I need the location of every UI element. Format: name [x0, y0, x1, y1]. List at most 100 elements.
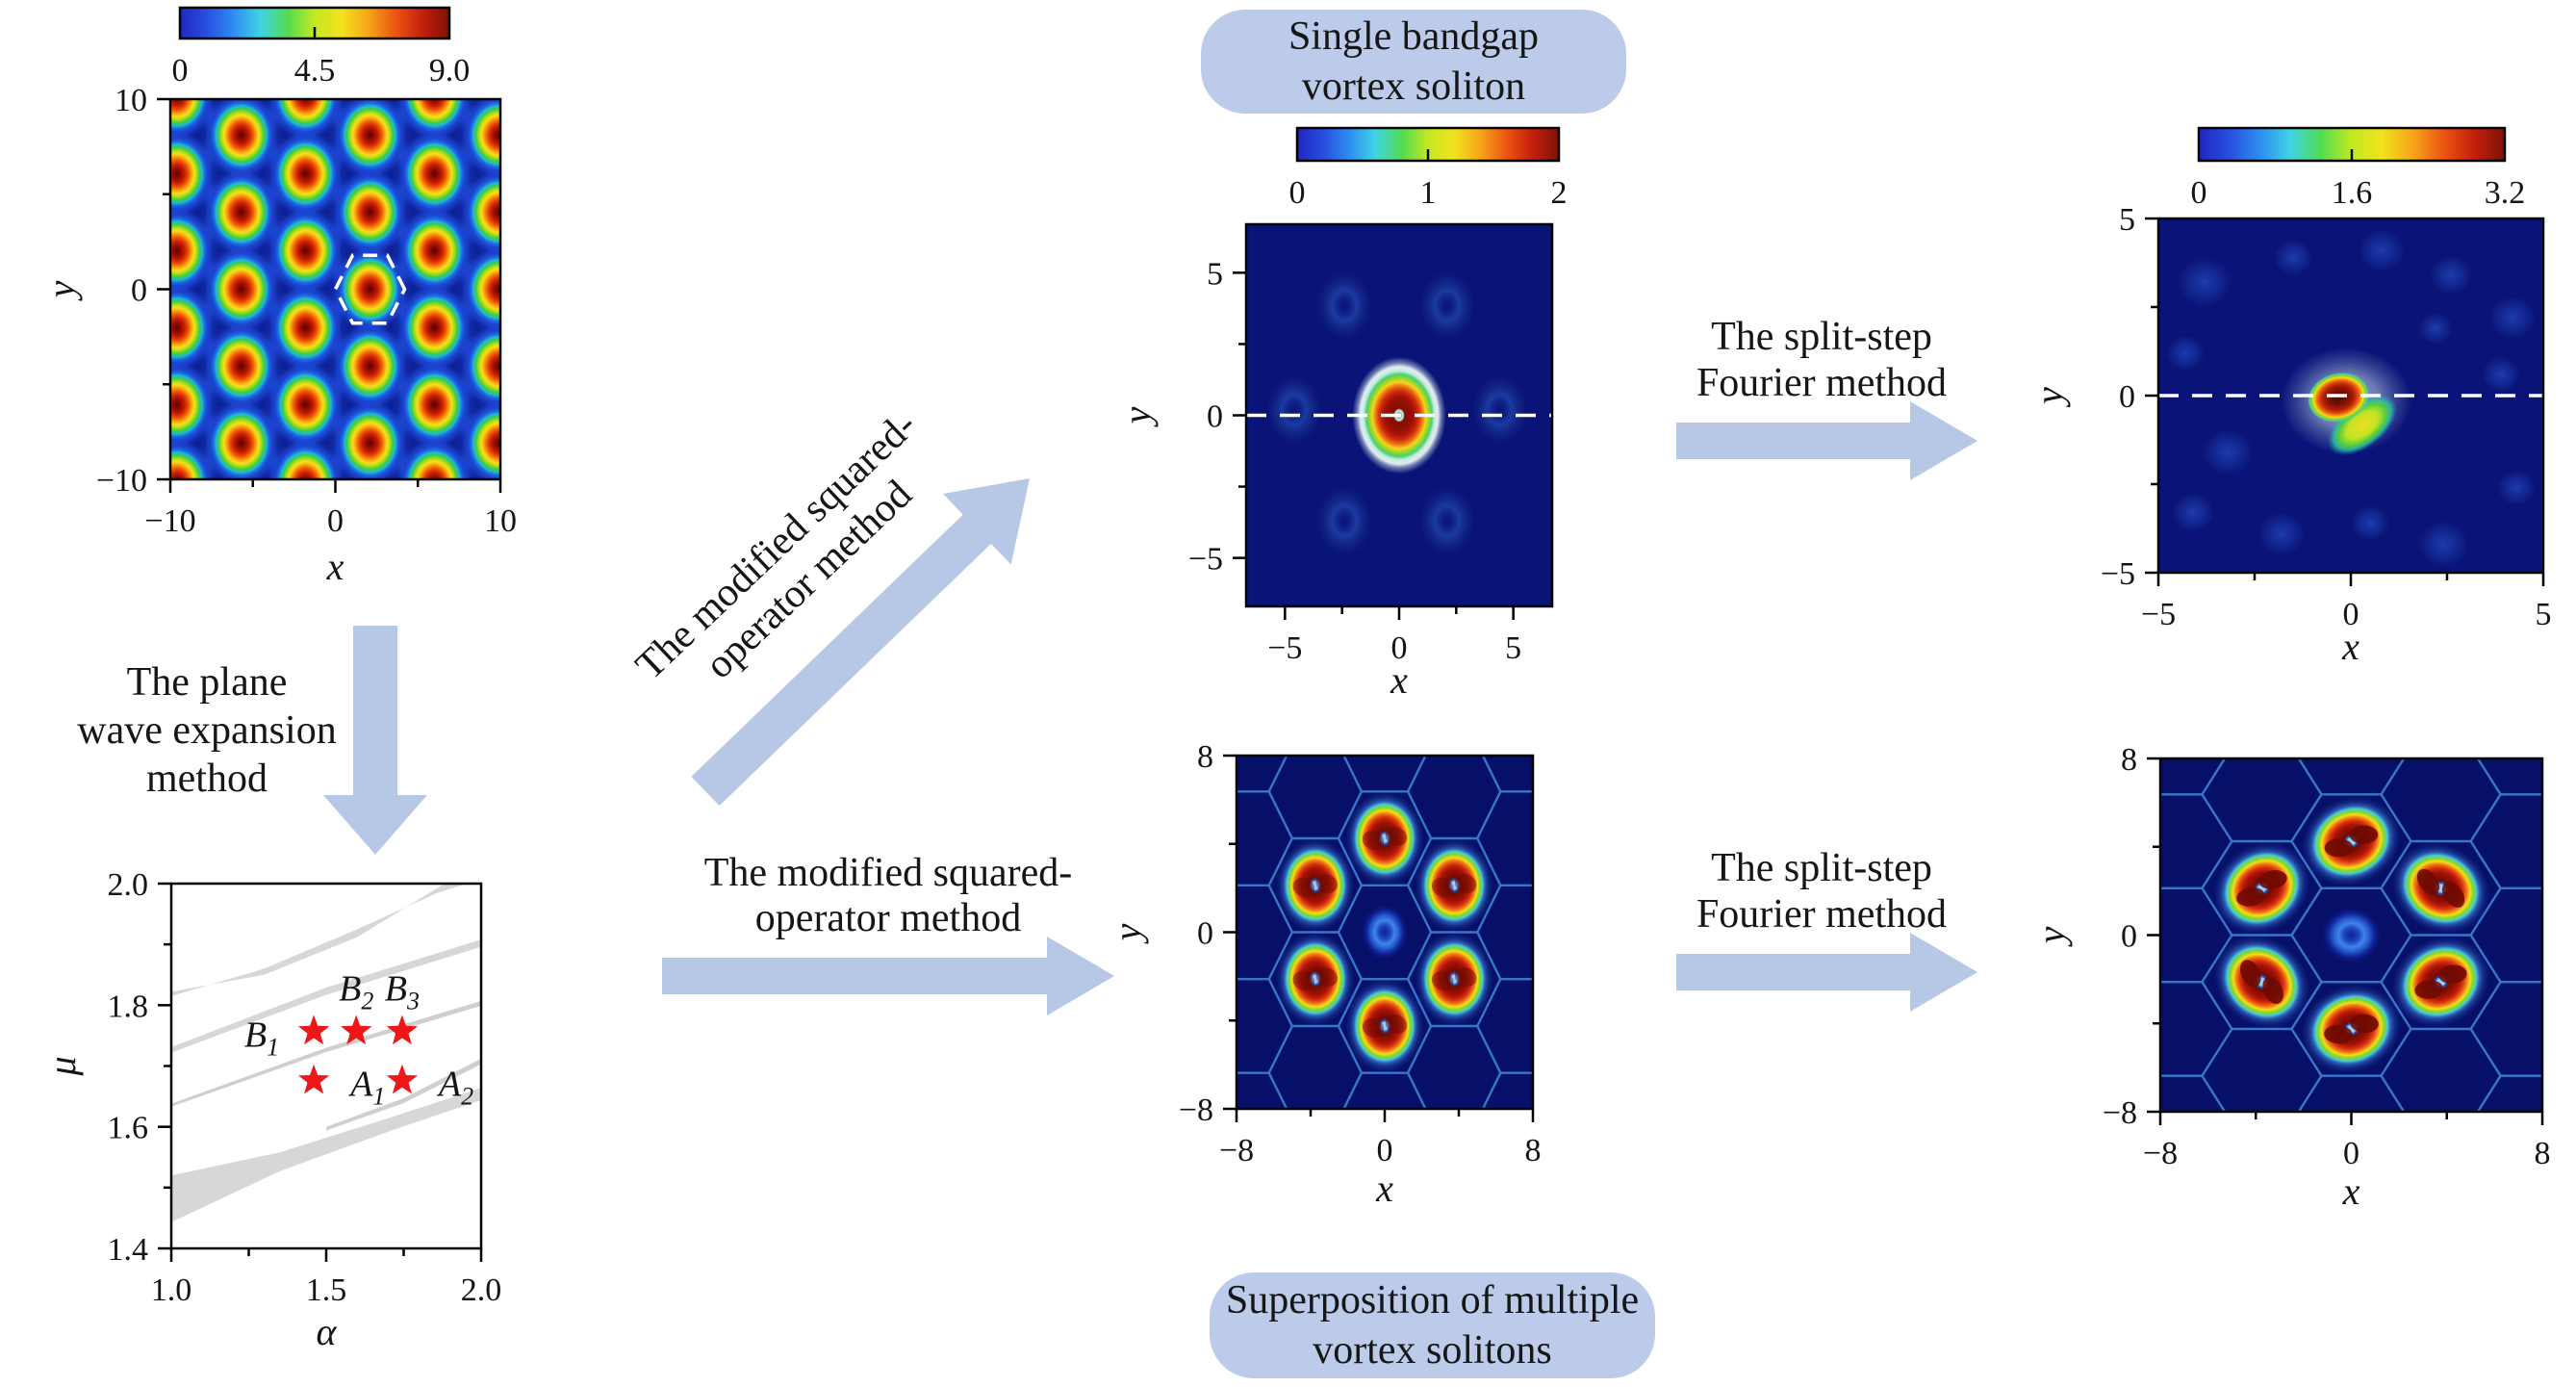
- label-line: The split-step: [1711, 315, 1932, 359]
- svg-text:0: 0: [172, 53, 189, 89]
- plane-wave-method-label: The plane wave expansion method: [63, 658, 351, 803]
- svg-text:1: 1: [1420, 175, 1437, 211]
- svg-text:−10: −10: [144, 503, 195, 539]
- central-faint-donut: [1356, 897, 1414, 967]
- bloch-band: [171, 1088, 481, 1222]
- svg-text:0: 0: [2191, 175, 2207, 211]
- label-line: Fourier method: [1696, 361, 1948, 405]
- svg-text:−8: −8: [2143, 1136, 2178, 1171]
- svg-text:y: y: [1106, 923, 1149, 944]
- label-line: wave expansion: [77, 708, 337, 753]
- svg-text:x: x: [1390, 658, 1408, 702]
- vortex-ring: [1415, 932, 1493, 1026]
- vortex-ring: [2214, 936, 2309, 1029]
- star-label-A1: A1: [347, 1065, 385, 1111]
- svg-text:5: 5: [1505, 630, 1521, 666]
- svg-text:0: 0: [1197, 916, 1213, 952]
- single-soliton-colorbar: 0 1 2: [1289, 126, 1568, 211]
- propagated-soliton-axes: −5 0 5 5 0 −5 x y: [2028, 202, 2552, 668]
- svg-text:−8: −8: [1179, 1092, 1213, 1128]
- svg-text:5: 5: [2536, 597, 2552, 632]
- label-line: The modified squared-: [703, 851, 1073, 895]
- split-step-fourier-top-label: The split-step Fourier method: [1600, 314, 2043, 406]
- svg-text:0: 0: [2343, 1136, 2359, 1171]
- single-soliton-axes: −5 0 5 5 0 −5 x y: [1115, 222, 1554, 702]
- svg-text:x: x: [2341, 625, 2359, 668]
- svg-text:0: 0: [327, 503, 344, 539]
- unit-cell-hexagon: [333, 253, 407, 325]
- star-label-B3: B3: [385, 968, 420, 1015]
- vortex-ring: [2392, 843, 2490, 934]
- svg-text:3.2: 3.2: [2485, 175, 2526, 211]
- vortex-ring: [2213, 842, 2310, 935]
- svg-text:8: 8: [1525, 1133, 1542, 1169]
- single-soliton-panel: [1246, 224, 1552, 606]
- star-A1: [298, 1064, 330, 1094]
- honeycomb-lattice-lines: [2160, 758, 2542, 1112]
- svg-text:μ: μ: [40, 1056, 84, 1076]
- propagated-soliton-panel: [2158, 218, 2543, 573]
- central-faint-donut: [2314, 900, 2388, 970]
- svg-text:−8: −8: [1219, 1133, 1254, 1169]
- box-line: vortex soliton: [1301, 64, 1526, 109]
- vortex-ring: [1415, 838, 1493, 933]
- vortex-ring: [1345, 791, 1424, 886]
- mso-method-horizontal-label: The modified squared- operator method: [638, 851, 1138, 941]
- svg-text:x: x: [326, 545, 344, 588]
- svg-text:−5: −5: [2141, 597, 2176, 632]
- bandgap-axes: 1.0 1.5 2.0 2.0 1.8 1.6 1.4 α μ: [40, 867, 501, 1353]
- lattice-axes: −10 0 10 10 0 −10 x y: [39, 83, 517, 588]
- star-label-A2: A2: [436, 1065, 473, 1111]
- svg-text:8: 8: [1197, 739, 1213, 775]
- box-line: vortex solitons: [1313, 1328, 1552, 1373]
- svg-text:−5: −5: [1267, 630, 1302, 666]
- star-B1: [298, 1015, 330, 1045]
- arrow-ssf-top: [1676, 401, 1977, 480]
- label-line: The plane: [126, 660, 288, 705]
- svg-text:y: y: [2028, 387, 2071, 408]
- svg-text:2.0: 2.0: [108, 867, 149, 903]
- label-line: operator method: [754, 896, 1022, 940]
- label-line: The split-step: [1711, 846, 1932, 890]
- svg-text:α: α: [317, 1310, 338, 1353]
- svg-text:0: 0: [1391, 630, 1408, 666]
- multi-soliton-panel: [1237, 756, 1533, 1109]
- svg-text:0: 0: [131, 273, 147, 309]
- svg-text:0: 0: [1289, 175, 1306, 211]
- box-line: Superposition of multiple: [1225, 1278, 1640, 1323]
- label-line: method: [146, 757, 268, 801]
- svg-text:1.8: 1.8: [108, 989, 149, 1024]
- svg-text:0: 0: [2343, 597, 2359, 632]
- propagated-multi-soliton-panel-axes: −8 0 8 8 0 −8 x y: [2029, 742, 2551, 1213]
- vortex-ring: [1276, 838, 1355, 933]
- propagated-multi-soliton-panel: [2160, 758, 2542, 1112]
- svg-text:y: y: [1115, 406, 1159, 427]
- svg-text:4.5: 4.5: [294, 53, 336, 89]
- multi-vortex-soliton-box: Superposition of multiple vortex soliton…: [1210, 1272, 1655, 1378]
- svg-text:5: 5: [1207, 256, 1223, 292]
- lattice-panel: [170, 99, 500, 479]
- bloch-band: [171, 939, 481, 1053]
- propagated-soliton-colorbar: 0 1.6 3.2: [2191, 126, 2526, 211]
- arrow-mso-horizontal: [662, 937, 1114, 1015]
- svg-text:1.4: 1.4: [108, 1232, 149, 1268]
- star-label-B2: B2: [339, 968, 373, 1015]
- arrow-ssf-bottom: [1676, 933, 1977, 1012]
- svg-text:y: y: [39, 280, 83, 301]
- svg-text:2: 2: [1551, 175, 1568, 211]
- svg-text:−8: −8: [2103, 1095, 2137, 1131]
- svg-text:−10: −10: [96, 463, 147, 499]
- star-label-B1: B1: [244, 1015, 279, 1061]
- svg-text:−5: −5: [1188, 542, 1223, 578]
- honeycomb-lattice-lines: [1237, 756, 1533, 1109]
- svg-text:1.5: 1.5: [306, 1272, 347, 1308]
- star-B2: [341, 1015, 372, 1045]
- svg-text:0: 0: [1207, 399, 1223, 435]
- svg-text:5: 5: [2119, 202, 2135, 238]
- svg-text:8: 8: [2535, 1136, 2551, 1171]
- star-B3: [386, 1015, 419, 1045]
- split-step-fourier-bottom-label: The split-step Fourier method: [1600, 845, 2043, 938]
- arrow-mso-diagonal: [691, 478, 1030, 807]
